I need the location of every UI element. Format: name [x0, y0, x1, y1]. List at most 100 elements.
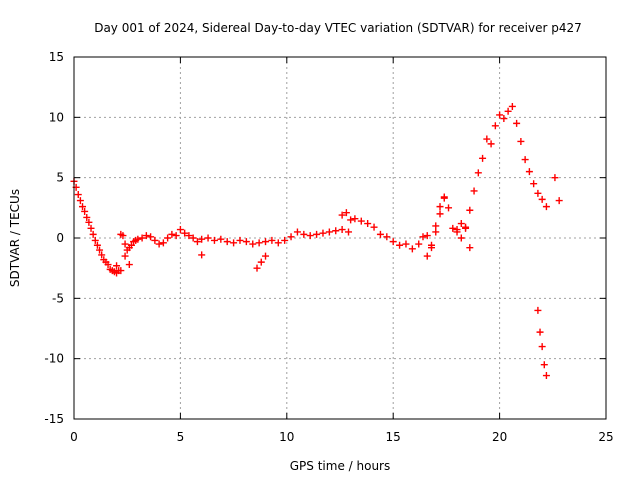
data-point: [457, 234, 465, 242]
x-tick-label: 0: [70, 430, 78, 444]
data-point: [198, 251, 206, 259]
data-point: [121, 240, 129, 248]
data-point: [534, 306, 542, 314]
data-point: [223, 238, 231, 246]
data-point: [436, 203, 444, 211]
data-point: [119, 232, 127, 240]
data-point: [540, 361, 548, 369]
y-tick-label: -10: [44, 352, 64, 366]
data-point: [319, 229, 327, 237]
data-point: [432, 228, 440, 236]
data-point: [81, 207, 89, 215]
x-tick-label: 20: [492, 430, 507, 444]
data-point: [347, 216, 355, 224]
data-point: [453, 226, 461, 234]
data-point: [113, 262, 121, 270]
data-point: [287, 233, 295, 241]
data-point: [96, 246, 104, 254]
data-point: [121, 252, 129, 260]
data-point: [253, 264, 261, 272]
data-point: [268, 236, 276, 244]
data-point: [479, 154, 487, 162]
x-tick-label: 10: [279, 430, 294, 444]
data-point: [525, 168, 533, 176]
data-point: [423, 252, 431, 260]
data-point: [357, 217, 365, 225]
data-point: [155, 240, 163, 248]
x-tick-label: 25: [598, 430, 613, 444]
data-point: [408, 245, 416, 253]
data-point: [147, 233, 155, 241]
data-point: [274, 239, 282, 247]
data-point: [159, 239, 167, 247]
data-point: [466, 206, 474, 214]
data-point: [440, 194, 448, 202]
data-point: [142, 232, 150, 240]
data-point: [466, 244, 474, 252]
data-point: [168, 230, 176, 238]
data-point: [293, 228, 301, 236]
data-point: [98, 251, 106, 259]
data-point: [249, 240, 257, 248]
y-tick-label: 15: [49, 50, 64, 64]
data-point: [428, 244, 436, 252]
data-point: [85, 218, 93, 226]
y-axis-label: SDTVAR / TECUs: [8, 189, 22, 287]
data-point: [230, 239, 238, 247]
data-point: [79, 203, 87, 211]
data-point: [530, 180, 538, 188]
data-point: [487, 140, 495, 148]
data-point: [104, 261, 112, 269]
data-point: [204, 234, 212, 242]
data-point: [262, 238, 270, 246]
data-point: [83, 213, 91, 221]
data-point: [383, 233, 391, 241]
data-point: [500, 115, 508, 123]
data-point: [89, 230, 97, 238]
data-point: [521, 156, 529, 164]
chart-title: Day 001 of 2024, Sidereal Day-to-day VTE…: [94, 21, 582, 35]
data-point: [536, 328, 544, 336]
y-tick-label: -15: [44, 412, 64, 426]
data-point: [217, 235, 225, 243]
y-axis-tick-labels: -15 -10 -5 0 5 10 15: [44, 50, 64, 426]
data-point: [255, 239, 263, 247]
data-point: [517, 137, 525, 145]
data-point: [370, 223, 378, 231]
data-point: [376, 230, 384, 238]
data-point: [449, 224, 457, 232]
data-point: [432, 222, 440, 230]
data-point: [87, 224, 95, 232]
data-point: [313, 230, 321, 238]
data-point: [125, 261, 133, 269]
data-point: [306, 232, 314, 240]
data-point: [542, 203, 550, 211]
data-point: [462, 223, 470, 231]
data-point: [364, 220, 372, 228]
x-axis-label: GPS time / hours: [290, 459, 391, 473]
data-point: [342, 209, 350, 217]
data-point: [419, 233, 427, 241]
data-point: [193, 238, 201, 246]
data-point: [74, 191, 82, 199]
x-tick-label: 5: [177, 430, 185, 444]
data-point: [496, 111, 504, 119]
data-point: [185, 232, 193, 240]
y-tick-label: 0: [56, 231, 64, 245]
data-point: [262, 252, 270, 260]
data-point: [325, 228, 333, 236]
data-point: [345, 228, 353, 236]
data-point: [445, 204, 453, 212]
data-point: [242, 238, 250, 246]
data-point: [389, 238, 397, 246]
axis-ticks: [73, 56, 607, 420]
y-tick-label: 5: [56, 171, 64, 185]
data-point: [300, 230, 308, 238]
data-point: [76, 197, 84, 205]
data-point: [138, 234, 146, 242]
x-tick-label: 15: [386, 430, 401, 444]
data-point: [117, 267, 125, 275]
data-point: [491, 122, 499, 130]
